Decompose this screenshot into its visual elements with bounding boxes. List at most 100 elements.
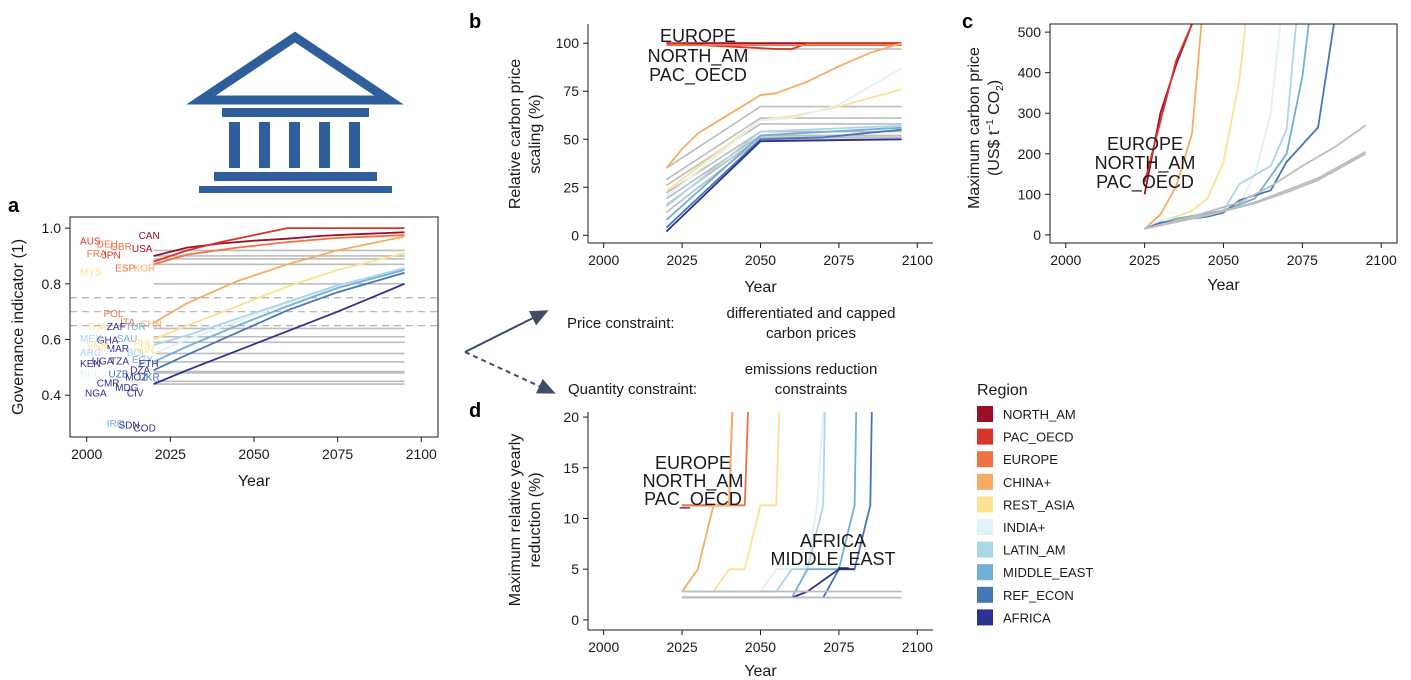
country-label: JPN: [102, 251, 121, 262]
legend-swatch-LATIN_AM: [977, 541, 993, 558]
country-label: MYS: [80, 267, 102, 278]
x-tick-label: 2100: [902, 252, 933, 268]
y-tick-label: 1.0: [42, 220, 62, 236]
country-label: UZB: [108, 370, 128, 381]
unit-part: ): [986, 80, 1003, 85]
legend-label-NORTH_AM: NORTH_AM: [1003, 407, 1076, 422]
price-constraint-desc: differentiated and capped: [726, 305, 895, 322]
country-label: IND: [97, 348, 114, 359]
country-label: THA: [87, 322, 107, 333]
x-tick-label: 2050: [745, 252, 776, 268]
series-line-CHINA+: [665, 42, 902, 169]
y-tick-label: 25: [563, 179, 579, 195]
country-label: IRQ: [107, 419, 125, 430]
region-label: NORTH_AM: [1095, 153, 1196, 174]
country-label: COD: [134, 423, 156, 434]
column-2: [289, 122, 300, 168]
y-tick-label: 0: [571, 612, 579, 628]
country-label: IDN: [137, 345, 154, 356]
institution-building-icon: [186, 31, 404, 193]
y-tick-label: 100: [1018, 186, 1042, 202]
y-axis-title-d: reduction (%): [527, 472, 544, 567]
legend-swatch-CHINA+: [977, 473, 993, 490]
country-label: DZA: [130, 366, 150, 377]
grey-region-line: [665, 105, 902, 169]
series-line-AFRICA: [665, 138, 902, 233]
x-tick-label: 2025: [155, 446, 186, 462]
y-tick-label: 100: [556, 35, 580, 51]
series-line-AFRICA: [682, 568, 855, 599]
legend-swatch-EUROPE: [977, 451, 993, 468]
country-label: KEN: [80, 359, 101, 370]
series-line-NORTH_AM: [153, 231, 405, 257]
country-label: GBR: [110, 242, 132, 253]
y-axis-title-c: Maximum carbon price: [966, 47, 983, 209]
quantity-constraint-desc: emissions reduction: [745, 361, 878, 378]
country-label: AUS: [80, 237, 101, 248]
country-label: UGA: [92, 356, 114, 367]
series-line-MIDDLE_EAST: [665, 126, 902, 221]
country-label: NPL: [80, 369, 100, 380]
region-label: NORTH_AM: [648, 46, 749, 67]
series-line-REST_ASIA: [665, 88, 902, 192]
series-line-EUROPE: [153, 234, 405, 266]
x-tick-label: 2050: [745, 639, 776, 655]
country-label: GHA: [97, 336, 119, 347]
region-label: PAC_OECD: [1096, 172, 1194, 193]
series-line-CHINA+: [681, 412, 734, 593]
unit-sup: −1: [985, 119, 996, 131]
x-tick-label: 2025: [667, 252, 698, 268]
country-label: FRA: [87, 249, 107, 260]
grey-region-line: [665, 117, 902, 181]
country-label: UKR: [139, 372, 160, 383]
series-line-CHINA+: [153, 235, 405, 324]
country-label: CHN: [140, 319, 162, 330]
country-label: ESP: [115, 264, 135, 275]
x-axis-title-a: Year: [238, 473, 271, 490]
series-line-grey1: [1144, 124, 1367, 230]
legend-swatch-PAC_OECD: [977, 428, 993, 445]
legend-label-AFRICA: AFRICA: [1003, 610, 1051, 625]
y-tick-label: 400: [1018, 65, 1042, 81]
y-axis-title-b: Relative carbon price: [507, 59, 524, 209]
country-label: KOR: [134, 264, 156, 275]
series-line-PAC_OECD: [666, 42, 902, 50]
region-label: NORTH_AM: [643, 471, 744, 492]
y-tick-label: 50: [563, 131, 579, 147]
y-axis-title-d: Maximum relative yearly: [507, 434, 524, 606]
region-label: MIDDLE_EAST: [770, 549, 895, 570]
x-axis-title-d: Year: [744, 663, 777, 680]
column-0: [229, 122, 240, 168]
country-label: VNM: [87, 342, 109, 353]
legend-label-REST_ASIA: REST_ASIA: [1003, 497, 1075, 512]
x-tick-label: 2100: [406, 446, 437, 462]
legend-label-EUROPE: EUROPE: [1003, 452, 1058, 467]
country-label: ITA: [120, 317, 135, 328]
quantity-arrow: [464, 351, 556, 394]
entablature: [222, 108, 369, 117]
legend-title: Region: [977, 382, 1028, 399]
panel-letter-a: a: [8, 195, 20, 217]
country-label: MOZ: [125, 372, 147, 383]
country-label: ARG: [80, 348, 102, 359]
x-tick-label: 2075: [322, 446, 353, 462]
country-label: EGY: [132, 355, 153, 366]
y-tick-label: 300: [1018, 105, 1042, 121]
base-plinth: [199, 186, 392, 193]
country-label: MAR: [107, 344, 129, 355]
x-tick-label: 2100: [1366, 252, 1397, 268]
legend-swatch-AFRICA: [977, 609, 993, 626]
y-tick-label: 500: [1018, 24, 1042, 40]
series-line-REST_ASIA: [153, 252, 405, 341]
country-label: BOL: [127, 348, 147, 359]
y-tick-label: 0.6: [42, 332, 62, 348]
series-line-PAC_OECD: [153, 227, 405, 263]
legend-label-MIDDLE_EAST: MIDDLE_EAST: [1003, 565, 1093, 580]
unit-part: (US$ t: [986, 130, 1003, 176]
country-label: TUR: [125, 322, 146, 333]
x-tick-label: 2000: [1050, 252, 1081, 268]
country-label: CMR: [97, 379, 120, 390]
country-label: USA: [132, 244, 153, 255]
y-axis-title-b: scaling (%): [527, 94, 544, 173]
